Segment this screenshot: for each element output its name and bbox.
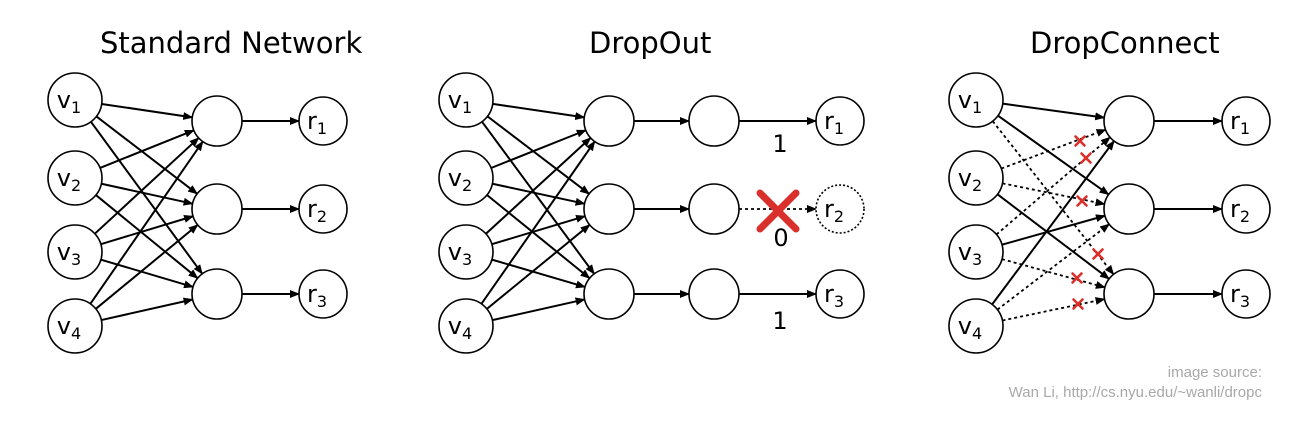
node-standard-hidden1 (191, 95, 243, 147)
edge-standard-v4-h3 (101, 297, 194, 322)
edge-dropconnect-v2-h3 (996, 193, 1110, 280)
edge-dropconnect-v3-h2 (1001, 214, 1106, 246)
node-standard-v3 (47, 224, 103, 280)
node-standard-v1 (47, 72, 103, 128)
dropconnect-cross-mark-1 (1074, 135, 1086, 147)
image-source-caption: image source: Wan Li, http://cs.nyu.edu/… (1009, 364, 1262, 401)
edge-standard-v1-h2 (95, 115, 198, 195)
node-dropconnect-v2 (948, 150, 1004, 206)
edge-dropout-v4-h3 (492, 297, 586, 322)
source-line-2: Wan Li, http://cs.nyu.edu/~wanli/dropc (1008, 384, 1262, 401)
node-dropout-hidden1 (583, 95, 635, 147)
edge-standard-v3-h2 (100, 215, 195, 246)
title-dropout: DropOut (589, 26, 712, 60)
node-dropout-hidden2 (583, 183, 635, 235)
edge-standard-v1-h3 (90, 121, 204, 275)
node-dropout-r1 (815, 96, 865, 146)
edge-dropconnect-v4-h1 (991, 140, 1115, 305)
node-dropout-v2 (438, 150, 494, 206)
node-dropconnect-r1 (1221, 96, 1271, 146)
edge-dropconnect-v1-h2 (997, 114, 1110, 196)
dropconnect-cross-mark-5 (1071, 272, 1083, 284)
edge-dropout-v4-h2 (486, 224, 591, 310)
edge-dropconnect-v2-h1 (1000, 128, 1107, 170)
edge-standard-v2-h3 (95, 194, 199, 279)
node-dropconnect-r2 (1221, 184, 1271, 234)
edge-dropout-v2-h3 (486, 194, 591, 280)
dropconnect-cross-mark-6 (1072, 298, 1084, 310)
edge-dropout-v1-h2 (486, 115, 590, 195)
title-standard-network: Standard Network (100, 26, 363, 60)
node-dropconnect-v1 (948, 72, 1004, 128)
dropconnect-cross-mark-4 (1092, 248, 1104, 260)
node-dropout-r3 (815, 269, 865, 319)
edge-dropout-v3-h2 (491, 214, 587, 246)
node-dropout-hidden2-1 (688, 95, 740, 147)
dropout-weight-label-1: 1 (772, 130, 787, 158)
node-dropout-v1 (438, 72, 494, 128)
node-standard-hidden2 (191, 183, 243, 235)
node-dropout-v3 (438, 224, 494, 280)
node-standard-r1 (298, 96, 348, 146)
node-dropconnect-hidden3 (1103, 268, 1155, 320)
node-standard-v4 (47, 298, 103, 354)
node-dropout-v4 (438, 298, 494, 354)
node-dropconnect-hidden2 (1103, 183, 1155, 235)
edge-dropout-v1-h3 (481, 121, 595, 275)
edge-standard-v3-h1 (94, 137, 200, 235)
source-line-1: image source: (1167, 364, 1262, 381)
node-dropconnect-v3 (948, 224, 1004, 280)
node-dropconnect-hidden1 (1103, 95, 1155, 147)
node-dropout-r2 (815, 184, 865, 234)
node-dropconnect-r3 (1221, 269, 1271, 319)
edge-standard-v2-h1 (99, 129, 195, 169)
dropconnect-cross-mark-3 (1076, 195, 1088, 207)
edge-dropconnect-v1-h1 (1002, 102, 1106, 121)
edge-standard-v4-h2 (95, 224, 199, 310)
edge-dropout-v3-h1 (485, 137, 592, 235)
nodes-layer: v1v2v3v4r1r2r3v1v2v3v4r1r2r3v1v2v3v4r1r2… (47, 72, 1271, 354)
title-dropconnect: DropConnect (1030, 26, 1220, 60)
edge-dropout-v4-h1 (480, 140, 596, 305)
edge-dropout-v3-h3 (491, 258, 586, 289)
node-dropout-hidden2-3 (688, 268, 740, 320)
node-standard-r3 (298, 269, 348, 319)
edge-dropconnect-v2-h2 (1002, 182, 1106, 207)
edge-dropout-v1-h1 (492, 102, 586, 121)
edge-dropout-v2-h2 (492, 182, 586, 206)
node-standard-v2 (47, 150, 103, 206)
edge-dropconnect-v3-h1 (995, 136, 1111, 236)
node-standard-hidden3 (191, 268, 243, 320)
node-dropout-hidden2-2 (688, 183, 740, 235)
dropout-cross-mark (756, 189, 800, 233)
node-dropout-hidden3 (583, 268, 635, 320)
edge-standard-v4-h1 (89, 140, 204, 305)
edge-standard-v3-h3 (100, 258, 194, 289)
drop-marks-layer: 1 0 1 (756, 130, 1104, 335)
label-dropconnect-v2: v2 (958, 164, 982, 195)
node-standard-r2 (298, 184, 348, 234)
edges-layer (89, 102, 1223, 322)
edge-dropout-v2-h1 (490, 129, 587, 169)
node-dropconnect-v4 (948, 298, 1004, 354)
edge-standard-v2-h2 (101, 182, 194, 206)
edge-standard-v1-h1 (101, 102, 194, 120)
edge-dropconnect-v4-h3 (1002, 297, 1106, 322)
dropout-weight-label-3: 1 (772, 307, 787, 335)
dropconnect-cross-mark-2 (1080, 152, 1092, 164)
dropout-weight-label-2: 0 (773, 224, 788, 252)
